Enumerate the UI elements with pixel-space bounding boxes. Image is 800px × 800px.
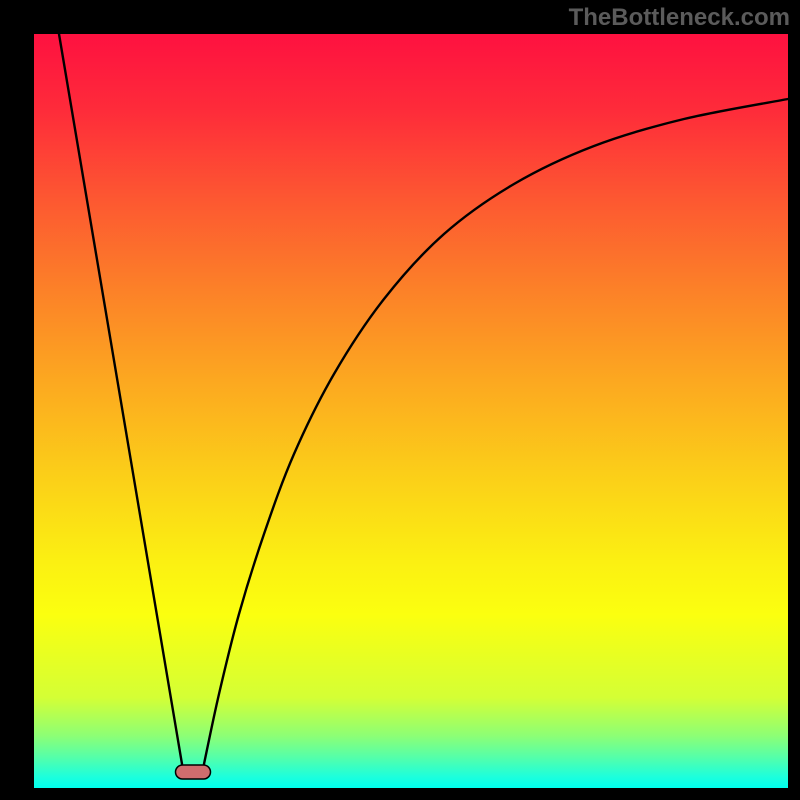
chart-svg [0,0,800,800]
chart-frame: TheBottleneck.com [0,0,800,800]
plot-background [34,34,788,788]
valley-marker [176,765,211,779]
watermark-text: TheBottleneck.com [569,4,790,32]
